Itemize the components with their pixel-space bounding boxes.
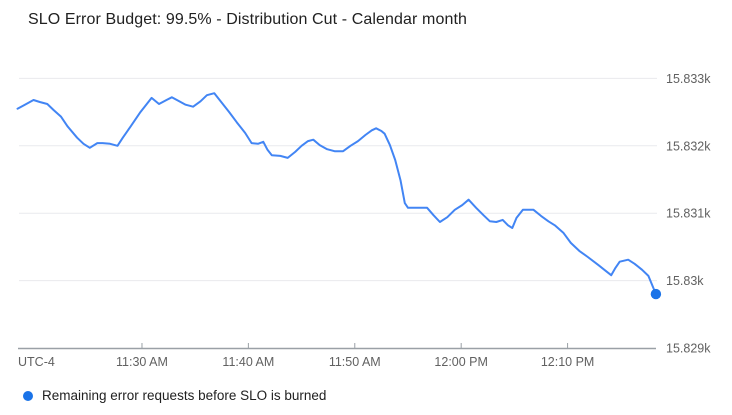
y-tick-label: 15.833k <box>666 72 711 86</box>
plot-hover-area[interactable] <box>14 64 658 349</box>
x-tick-label: 11:40 AM <box>222 355 274 369</box>
y-tick-label: 15.829k <box>666 342 711 356</box>
x-tick-label: 12:10 PM <box>541 355 595 369</box>
slo-error-budget-chart: 15.829k 15.83k 15.831k 15.832k 15.833k 11:30 … <box>14 64 711 369</box>
series-layer <box>16 92 662 300</box>
y-tick-label: 15.83k <box>666 274 704 288</box>
x-tick-label: 11:50 AM <box>329 355 381 369</box>
axes-layer: 15.829k 15.83k 15.831k 15.832k 15.833k 11:30 … <box>18 72 711 369</box>
series-end-dot <box>650 288 662 300</box>
legend-series-label: Remaining error requests before SLO is b… <box>42 388 327 403</box>
legend-item-remaining-error-requests[interactable]: Remaining error requests before SLO is b… <box>23 388 326 403</box>
gridlines-layer <box>19 77 657 282</box>
x-tick-label: 12:00 PM <box>434 355 488 369</box>
legend-series-dot-icon <box>23 390 33 401</box>
x-tick-label: 11:30 AM <box>116 355 168 369</box>
y-tick-label: 15.831k <box>666 207 711 221</box>
y-tick-label: 15.832k <box>666 139 711 153</box>
chart-title: SLO Error Budget: 99.5% - Distribution C… <box>28 11 467 28</box>
series-line <box>16 92 657 296</box>
utc-offset-label: UTC-4 <box>18 355 55 369</box>
